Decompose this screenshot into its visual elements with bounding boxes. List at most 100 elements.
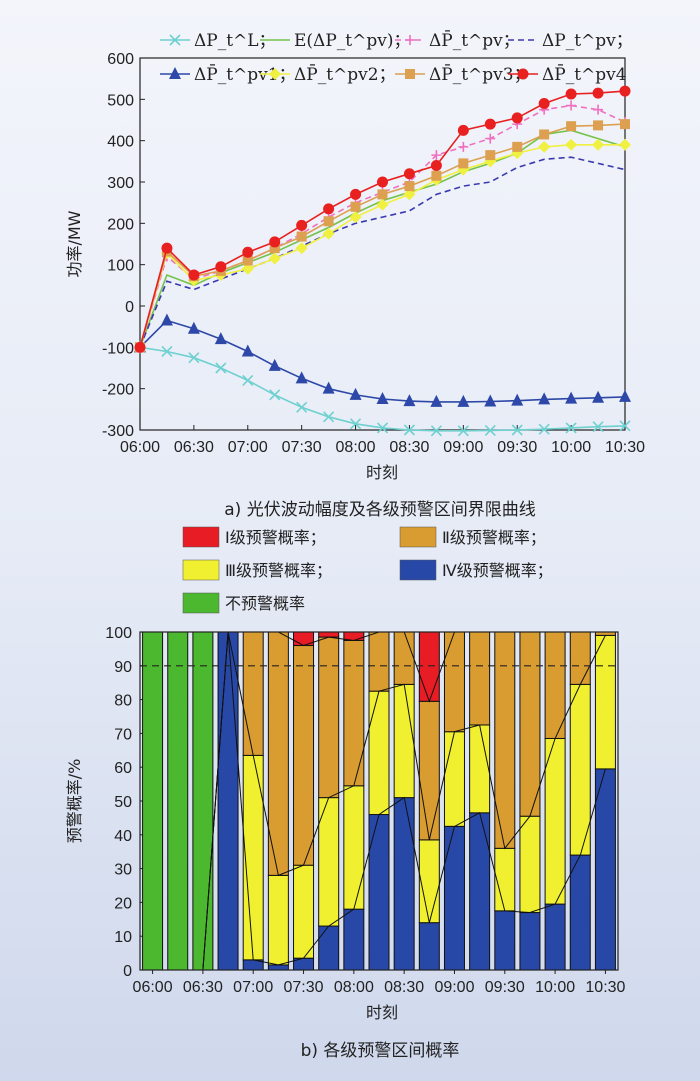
data-point	[430, 394, 443, 407]
bar-segment	[318, 925, 340, 971]
data-point	[296, 401, 308, 413]
bar-segment	[318, 631, 340, 638]
data-point	[269, 68, 281, 80]
y-tick-label: 10	[114, 929, 132, 946]
y-tick-label: 100	[107, 258, 134, 275]
data-point	[323, 216, 334, 227]
x-tick-label: 08:00	[336, 439, 376, 456]
x-tick-label: 09:00	[443, 439, 483, 456]
y-tick-label: 60	[114, 760, 132, 777]
data-point	[322, 381, 335, 394]
bar-segment	[494, 847, 516, 912]
y-tick-label: 50	[114, 794, 132, 811]
y-tick-label: 70	[114, 726, 132, 743]
x-axis-label: 时刻	[366, 1003, 398, 1022]
legend-label: Ⅱ级预警概率；	[442, 528, 546, 547]
data-point	[349, 387, 362, 400]
data-point	[593, 120, 604, 131]
series-line	[139, 346, 626, 432]
bar-segment	[242, 754, 264, 961]
data-point	[405, 69, 415, 79]
y-axis-label: 预警概率/%	[65, 759, 84, 844]
series-1	[139, 129, 626, 348]
x-tick-label: 07:00	[228, 439, 268, 456]
legend-item: ΔP̄_t^pv3；	[395, 63, 531, 85]
bar-segment	[469, 812, 491, 971]
x-tick-label: 08:00	[334, 979, 374, 996]
data-point	[484, 394, 497, 407]
legend-item: Ⅰ级预警概率；	[182, 526, 326, 548]
data-point	[295, 242, 308, 255]
data-point	[242, 255, 253, 266]
bar-segment	[192, 631, 214, 971]
bar-segment	[443, 731, 465, 827]
legend: Ⅰ级预警概率； Ⅱ级预警概率； Ⅲ级预警概率； Ⅳ级预警概率； 不预警概率	[182, 526, 553, 614]
data-point	[484, 118, 496, 130]
bar-segment	[343, 639, 365, 787]
y-tick-label: 400	[107, 134, 134, 151]
series-line	[139, 156, 626, 348]
series-0	[134, 341, 631, 437]
legend-label: 不预警概率	[225, 594, 305, 613]
legend-swatch	[182, 526, 220, 548]
legend-swatch	[399, 526, 437, 548]
legend-label: E(ΔP_t^pv)；	[294, 31, 410, 51]
data-point	[592, 87, 604, 99]
bar-segment	[217, 631, 239, 971]
data-point	[169, 34, 181, 46]
y-tick-label: 200	[107, 216, 134, 233]
bar-segment	[443, 825, 465, 971]
data-point	[517, 68, 529, 80]
data-point	[268, 252, 281, 265]
data-point	[457, 394, 470, 407]
bar-chart-caption: b) 各级预警区间概率	[301, 1041, 460, 1061]
legend-label: Ⅰ级预警概率；	[225, 528, 326, 547]
legend-item: Ⅳ级预警概率；	[399, 559, 553, 581]
data-point	[296, 219, 308, 231]
x-tick-label: 10:00	[551, 439, 591, 456]
data-point	[242, 246, 254, 258]
data-point	[350, 201, 361, 212]
bar-segment	[393, 797, 415, 971]
bar-segment	[393, 683, 415, 799]
x-tick-label: 08:30	[384, 979, 424, 996]
data-point	[323, 203, 335, 215]
legend-swatch	[182, 559, 220, 581]
data-point	[187, 321, 200, 334]
bars	[142, 631, 616, 971]
x-tick-label: 07:30	[284, 979, 324, 996]
data-point	[592, 421, 604, 433]
series-line	[139, 123, 626, 348]
x-tick-label: 06:00	[133, 979, 173, 996]
y-tick-label: -200	[102, 382, 134, 399]
data-point	[620, 119, 630, 130]
series-line	[139, 319, 626, 403]
data-point	[457, 124, 469, 136]
bar-segment	[544, 737, 566, 905]
x-tick-label: 10:30	[605, 439, 645, 456]
data-point	[269, 236, 281, 248]
series-4	[134, 313, 631, 407]
bar-segment	[469, 631, 491, 726]
data-point	[458, 141, 469, 152]
bar-segment	[443, 631, 465, 733]
data-point	[349, 211, 362, 224]
bar-segment	[569, 631, 591, 685]
data-point	[376, 422, 389, 434]
bar-segment	[418, 839, 440, 924]
legend-item: ΔP̄_t^pv1；	[160, 63, 296, 85]
data-point	[214, 332, 227, 345]
bar-segment	[569, 854, 591, 971]
data-point	[485, 150, 496, 161]
series-6	[135, 119, 630, 353]
data-point	[215, 261, 227, 273]
legend-item: E(ΔP_t^pv)；	[260, 31, 410, 51]
series-3	[139, 156, 626, 348]
data-point	[377, 189, 388, 200]
y-tick-label: 40	[114, 828, 132, 845]
legend-item: Ⅱ级预警概率；	[399, 526, 546, 548]
legend: ΔP_t^L； E(ΔP_t^pv)； ΔP̄_t^pv； ΔP_t^pv； ΔP̄_t…	[160, 29, 633, 85]
legend-label: ΔP̄_t^pv1；	[194, 63, 296, 85]
legend-label: Ⅲ级预警概率；	[225, 561, 332, 580]
